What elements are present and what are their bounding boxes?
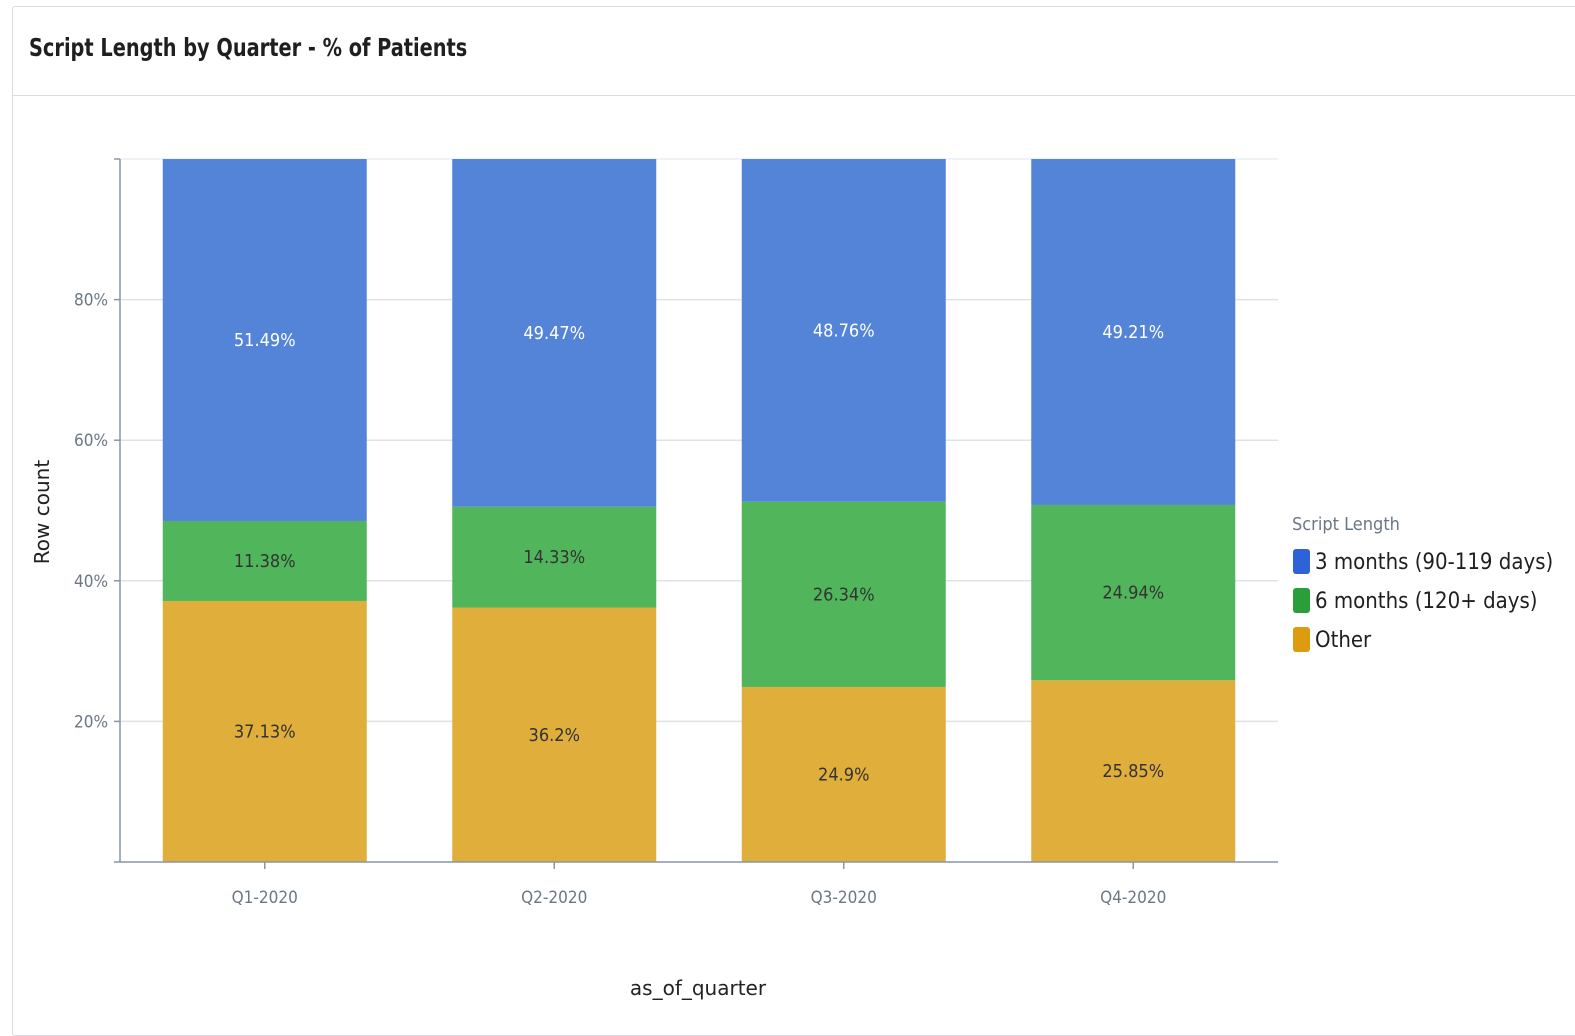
bar-segment[interactable] — [452, 506, 657, 608]
legend-item-label[interactable]: 6 months (120+ days) — [1315, 589, 1538, 614]
data-label: 49.47% — [523, 323, 585, 344]
legend-swatch — [1293, 549, 1310, 574]
data-label: 14.33% — [523, 547, 585, 568]
bar-segment[interactable] — [162, 520, 367, 601]
data-label: 36.2% — [529, 725, 580, 746]
y-tick-label: 20% — [74, 712, 108, 732]
y-tick-label: 60% — [74, 431, 108, 451]
legend-swatch — [1293, 627, 1310, 652]
data-label: 26.34% — [813, 584, 875, 605]
x-tick-label: Q2-2020 — [521, 888, 587, 908]
x-tick-label: Q4-2020 — [1100, 888, 1166, 908]
bar-segment[interactable] — [452, 607, 657, 862]
bar-segment[interactable] — [741, 159, 946, 502]
x-tick-label: Q3-2020 — [811, 888, 877, 908]
data-label: 37.13% — [234, 721, 296, 742]
data-label: 24.9% — [818, 764, 869, 785]
data-label: 11.38% — [234, 551, 296, 572]
bar-segment[interactable] — [741, 501, 946, 687]
legend-item-label[interactable]: Other — [1315, 628, 1372, 653]
x-axis-title: as_of_quarter — [630, 976, 767, 1000]
legend-item-label[interactable]: 3 months (90-119 days) — [1315, 550, 1553, 575]
bar-segment[interactable] — [1031, 680, 1236, 862]
data-label: 51.49% — [234, 330, 296, 351]
bar-segment[interactable] — [1031, 504, 1236, 681]
bar-segment[interactable] — [162, 600, 367, 862]
data-label: 49.21% — [1102, 322, 1164, 343]
bar-segment[interactable] — [1031, 159, 1236, 505]
x-tick-label: Q1-2020 — [232, 888, 298, 908]
bar-segment[interactable] — [162, 159, 367, 521]
bar-segment[interactable] — [741, 686, 946, 862]
card-header: Script Length by Quarter - % of Patients — [13, 7, 1575, 96]
y-tick-label: 80% — [74, 291, 108, 311]
y-axis-title: Row count — [30, 460, 54, 565]
y-tick-label: 40% — [74, 572, 108, 592]
data-label: 48.76% — [813, 320, 875, 341]
data-label: 25.85% — [1102, 761, 1164, 782]
chart-title: Script Length by Quarter - % of Patients — [29, 33, 468, 62]
legend-title: Script Length — [1292, 514, 1400, 535]
bar-segment[interactable] — [452, 159, 657, 507]
legend-swatch — [1293, 588, 1310, 613]
data-label: 24.94% — [1102, 583, 1164, 604]
